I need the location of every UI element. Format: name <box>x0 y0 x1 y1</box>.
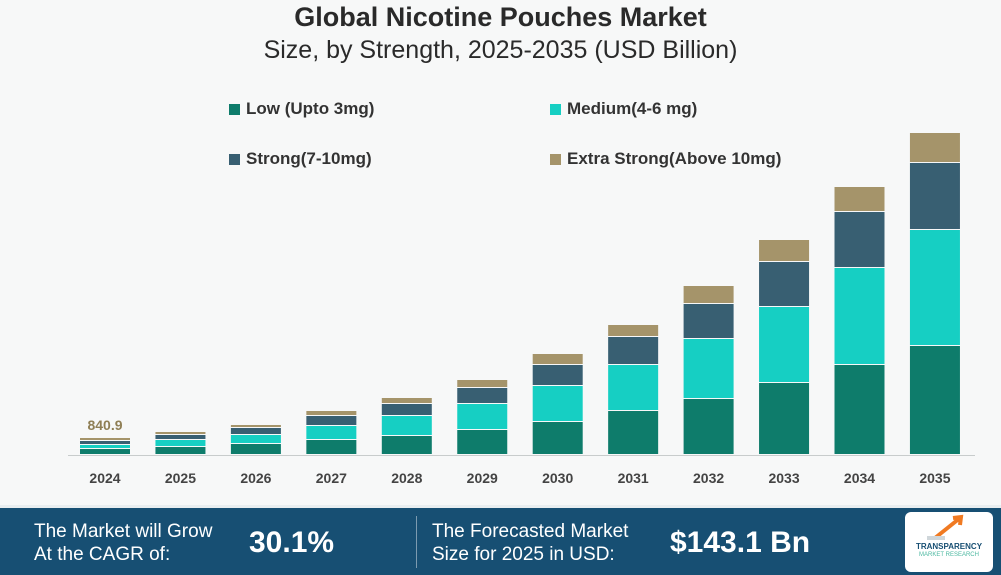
bar-segment-2030-2 <box>532 365 583 385</box>
bar-segment-2029-2 <box>457 388 508 403</box>
bar-segment-2030-1 <box>532 386 583 421</box>
bar-segment-2031-1 <box>608 365 659 410</box>
x-tick-label: 2025 <box>165 470 196 486</box>
cagr-label-line1: The Market will Grow <box>34 521 213 542</box>
x-tick-label: 2028 <box>391 470 422 486</box>
bar-segment-2034-2 <box>834 212 885 267</box>
x-tick-label: 2033 <box>768 470 799 486</box>
bar-segment-2027-2 <box>306 416 357 425</box>
bar-segment-2029-1 <box>457 404 508 429</box>
bar-segment-2032-0 <box>683 399 734 454</box>
bar-segment-2032-1 <box>683 339 734 398</box>
bar-segment-2035-0 <box>909 346 960 454</box>
bar-segment-2032-2 <box>683 304 734 338</box>
x-tick-label: 2035 <box>919 470 950 486</box>
forecast-label-line1: The Forecasted Market <box>432 521 629 542</box>
bar-segment-2029-0 <box>457 430 508 454</box>
bar-segment-2032-3 <box>683 286 734 303</box>
legend-strong: Strong(7-10mg) <box>229 149 372 169</box>
bar-segment-2026-2 <box>230 428 281 434</box>
bar-segment-2034-1 <box>834 268 885 364</box>
bar-segment-2026-0 <box>230 444 281 454</box>
legend-medium: Medium(4-6 mg) <box>550 99 697 119</box>
bar-segment-2028-1 <box>381 416 432 435</box>
x-tick-label: 2027 <box>316 470 347 486</box>
x-tick-label: 2032 <box>693 470 724 486</box>
legend-extra-strong: Extra Strong(Above 10mg) <box>550 149 781 169</box>
logo-arrow-icon <box>927 514 964 540</box>
bar-segment-2033-2 <box>759 262 810 306</box>
bar-segment-2025-3 <box>155 432 206 434</box>
bar-segment-2028-2 <box>381 404 432 415</box>
bar-segment-2029-3 <box>457 380 508 387</box>
cagr-label-line2: At the CAGR of: <box>34 544 171 565</box>
chart-title: Global Nicotine Pouches Market <box>294 2 707 32</box>
bar-segment-2024-1 <box>80 445 130 448</box>
forecast-label-line2: Size for 2025 in USD: <box>432 544 615 565</box>
bar-segment-2034-0 <box>834 365 885 454</box>
bar-segment-2031-0 <box>608 411 659 454</box>
bar-segment-2024-0 <box>80 449 130 454</box>
logo-text: TRANSPARENCY <box>915 542 983 551</box>
x-tick-label: 2034 <box>844 470 875 486</box>
footer-divider <box>416 516 417 568</box>
cagr-value: 30.1% <box>249 526 335 559</box>
bar-segment-2035-3 <box>909 133 960 162</box>
bar-segment-2030-0 <box>532 422 583 454</box>
x-tick-label: 2030 <box>542 470 573 486</box>
bar-segment-2027-0 <box>306 440 357 454</box>
legend-swatch-low <box>229 103 240 115</box>
legend-swatch-extra-strong <box>550 153 561 165</box>
logo-subtext: MARKET RESEARCH <box>919 552 979 558</box>
bar-segment-2033-0 <box>759 383 810 454</box>
bar-segment-2031-2 <box>608 337 659 364</box>
cagr-label: The Market will Grow At the CAGR of: <box>34 520 212 566</box>
x-tick-label: 2024 <box>89 470 120 486</box>
x-tick-label: 2029 <box>467 470 498 486</box>
bar-segment-2026-3 <box>230 425 281 427</box>
legend-swatch-strong <box>229 153 240 165</box>
bar-segment-2027-1 <box>306 426 357 439</box>
legend-low: Low (Upto 3mg) <box>229 99 374 119</box>
bar-segment-2035-2 <box>909 163 960 229</box>
x-tick-label: 2031 <box>618 470 649 486</box>
chart-subtitle: Size, by Strength, 2025-2035 (USD Billio… <box>263 36 738 64</box>
company-logo: TRANSPARENCY MARKET RESEARCH <box>905 512 993 572</box>
legend-swatch-medium <box>550 103 561 115</box>
bar-segment-2026-1 <box>230 435 281 443</box>
legend-label-low: Low (Upto 3mg) <box>246 99 375 118</box>
bar-segment-2030-3 <box>532 354 583 364</box>
bar-segment-2024-3 <box>80 438 130 440</box>
bar-segment-2035-1 <box>909 230 960 345</box>
bar-segment-2027-3 <box>306 411 357 415</box>
bar-segment-2028-3 <box>381 398 432 403</box>
bar-segment-2033-1 <box>759 307 810 382</box>
x-tick-label: 2026 <box>240 470 271 486</box>
bar-segment-2028-0 <box>381 436 432 454</box>
data-label: 840.9 <box>87 417 122 433</box>
forecast-label: The Forecasted Market Size for 2025 in U… <box>432 520 628 566</box>
bar-segment-2024-2 <box>80 441 130 444</box>
legend-label-strong: Strong(7-10mg) <box>246 149 372 168</box>
legend-label-medium: Medium(4-6 mg) <box>567 99 698 118</box>
bar-segment-2025-2 <box>155 435 206 439</box>
footer-banner: The Market will Grow At the CAGR of: 30.… <box>0 505 1001 575</box>
forecast-value: $143.1 Bn <box>670 526 811 559</box>
bar-segment-2034-3 <box>834 187 885 211</box>
bar-segment-2033-3 <box>759 240 810 261</box>
stacked-bar-chart: 2024 840.9 2025 2026 2027 2028 2029 2030 2031 203… <box>68 133 975 486</box>
legend-label-extra-strong: Extra Strong(Above 10mg) <box>567 149 782 168</box>
bar-segment-2025-1 <box>155 440 206 446</box>
bar-segment-2025-0 <box>155 447 206 454</box>
bar-segment-2031-3 <box>608 325 659 336</box>
